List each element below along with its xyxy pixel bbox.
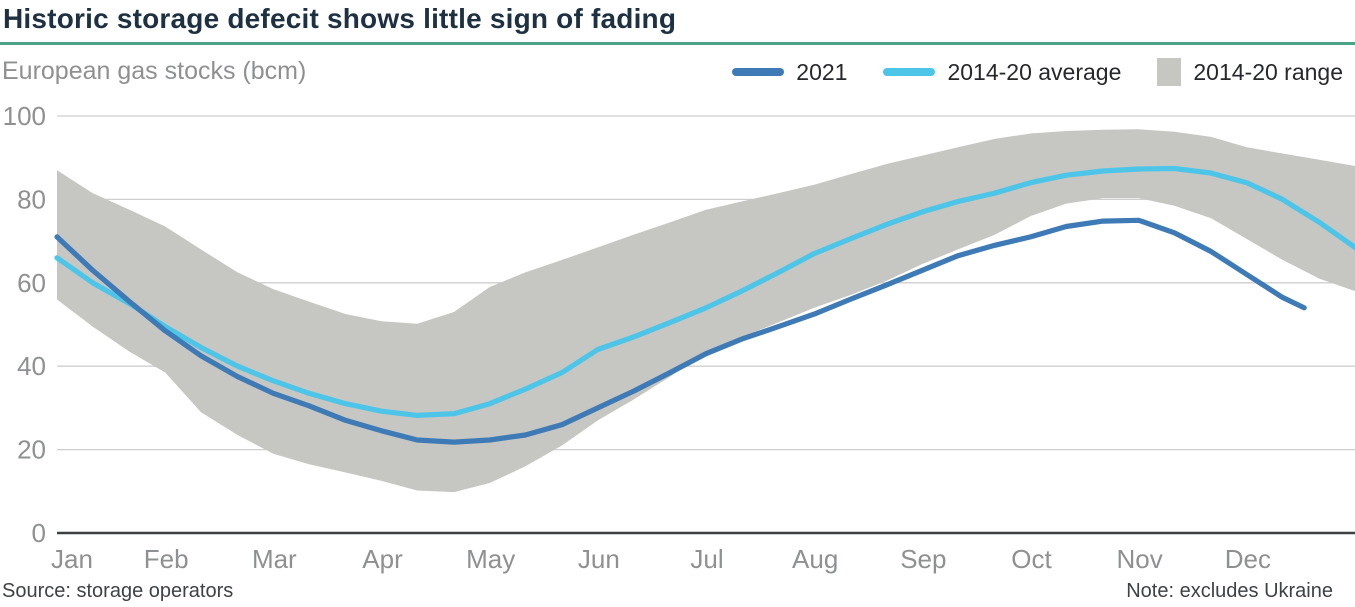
x-month-label-jan: Jan	[51, 544, 93, 574]
x-month-label-aug: Aug	[792, 544, 838, 574]
source-note: Source: storage operators	[2, 580, 234, 602]
y-tick-label-20: 20	[17, 435, 46, 465]
legend-item-0: 2021	[732, 59, 847, 86]
chart-subtitle: European gas stocks (bcm)	[2, 57, 307, 85]
legend-item-2: 2014-20 range	[1157, 58, 1343, 86]
x-month-label-may: May	[466, 544, 515, 574]
chart-legend: 2021 2014-20 average 2014-20 range	[732, 54, 1343, 90]
y-tick-label-80: 80	[17, 184, 46, 214]
legend-swatch-line-0	[732, 68, 785, 76]
y-tick-label-40: 40	[17, 351, 46, 381]
legend-label: 2021	[796, 58, 848, 85]
x-month-label-mar: Mar	[252, 544, 297, 574]
x-month-label-nov: Nov	[1117, 544, 1163, 574]
x-month-label-sep: Sep	[900, 544, 946, 574]
x-month-label-jul: Jul	[690, 544, 723, 574]
legend-item-1: 2014-20 average	[883, 59, 1121, 86]
page-title: Historic storage defecit shows little si…	[3, 3, 677, 34]
legend-label: 2014-20 range	[1193, 58, 1343, 85]
x-month-label-apr: Apr	[362, 544, 403, 574]
line-2014-20-average	[54, 165, 1355, 418]
y-tick-label-100: 100	[3, 101, 46, 131]
x-month-label-oct: Oct	[1011, 544, 1052, 574]
line-2021	[54, 217, 1307, 445]
exclusion-note: Note: excludes Ukraine	[1126, 580, 1333, 602]
legend-swatch-range-2	[1157, 58, 1182, 86]
x-month-label-feb: Feb	[144, 544, 189, 574]
legend-label: 2014-20 average	[947, 58, 1122, 85]
x-month-label-jun: Jun	[578, 544, 620, 574]
band-2014-20-range	[57, 129, 1355, 493]
y-tick-label-60: 60	[17, 268, 46, 298]
y-tick-label-0: 0	[32, 518, 46, 548]
legend-swatch-line-1	[883, 68, 936, 76]
title-underline-rule	[0, 42, 1355, 45]
x-month-label-dec: Dec	[1225, 544, 1271, 574]
